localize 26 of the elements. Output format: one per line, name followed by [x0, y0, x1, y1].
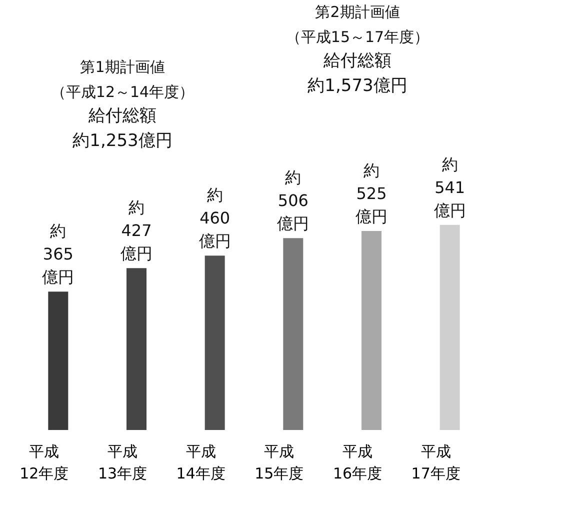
- text: （平成15～17年度）: [286, 28, 430, 46]
- data-label: 約 365 億円: [42, 222, 74, 287]
- x-tick-label: 平成 15年度: [254, 442, 304, 482]
- text: 第1期計画値: [80, 58, 165, 76]
- x-tick-label: 平成 14年度: [176, 442, 226, 482]
- x-tick-label: 平成 12年度: [20, 442, 69, 482]
- text: 約1,573億円: [308, 76, 408, 96]
- x-tick-label: 平成 17年度: [411, 442, 460, 482]
- bar: [440, 224, 460, 430]
- text: （平成12～14年度）: [50, 83, 194, 101]
- data-label: 約 460 億円: [198, 186, 231, 251]
- bar: [362, 230, 382, 430]
- data-label: 約 506 億円: [277, 168, 310, 234]
- data-label: 約 525 億円: [356, 160, 388, 226]
- bar: [48, 292, 68, 430]
- text: 約1,253億円: [72, 131, 172, 151]
- x-tick-label: 平成 13年度: [98, 442, 148, 482]
- text: 給付総額: [88, 106, 156, 126]
- data-label: 約 541 億円: [434, 154, 466, 220]
- text: 第2期計画値: [315, 3, 400, 21]
- data-label: 約 427 億円: [120, 198, 152, 264]
- text: 給付総額: [322, 51, 392, 71]
- bar: [283, 238, 304, 430]
- bar: [126, 268, 146, 430]
- x-tick-label: 平成 16年度: [332, 442, 382, 482]
- bar: [204, 256, 225, 430]
